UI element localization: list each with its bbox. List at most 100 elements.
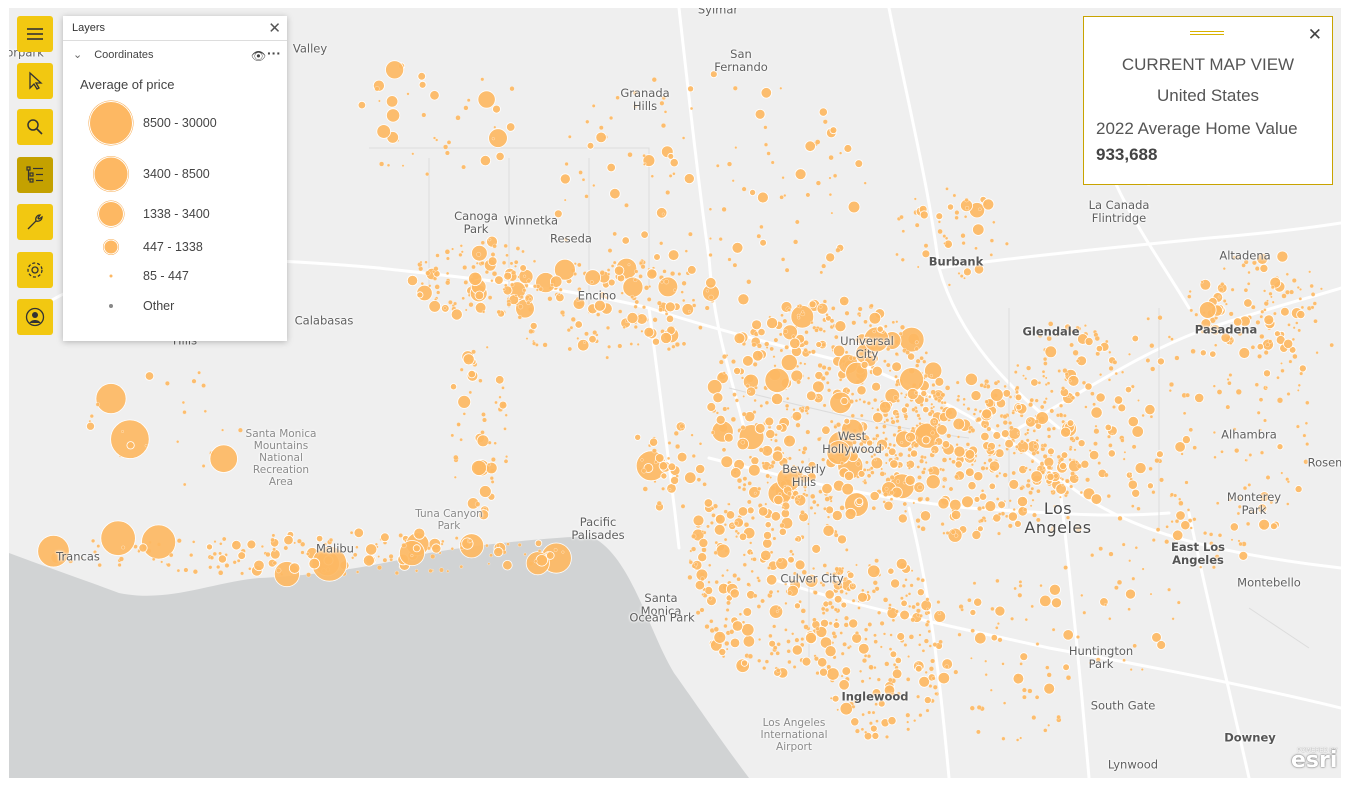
price-bubble[interactable] (992, 513, 1002, 523)
price-bubble[interactable] (670, 271, 676, 277)
price-bubble[interactable] (454, 536, 459, 540)
price-bubble[interactable] (1304, 421, 1309, 425)
price-bubble[interactable] (1125, 588, 1137, 600)
price-bubble[interactable] (950, 509, 962, 521)
price-bubble[interactable] (1310, 305, 1315, 310)
price-bubble[interactable] (784, 582, 788, 586)
price-bubble[interactable] (328, 537, 334, 543)
close-icon[interactable]: ✕ (1307, 25, 1322, 44)
price-bubble[interactable] (774, 438, 778, 443)
price-bubble[interactable] (1309, 283, 1314, 289)
price-bubble[interactable] (236, 558, 241, 563)
price-bubble[interactable] (1095, 392, 1106, 403)
price-bubble[interactable] (799, 408, 805, 413)
price-bubble[interactable] (1256, 343, 1264, 351)
price-bubble[interactable] (1047, 447, 1055, 456)
price-bubble[interactable] (1064, 372, 1069, 377)
price-bubble[interactable] (666, 483, 677, 494)
price-bubble[interactable] (804, 140, 816, 152)
price-bubble[interactable] (493, 546, 504, 558)
price-bubble[interactable] (731, 359, 736, 365)
price-bubble[interactable] (781, 176, 785, 180)
price-bubble[interactable] (723, 537, 728, 542)
price-bubble[interactable] (1019, 486, 1024, 491)
price-bubble[interactable] (653, 460, 658, 465)
price-bubble[interactable] (849, 399, 854, 404)
price-bubble[interactable] (709, 237, 712, 240)
price-bubble[interactable] (889, 497, 894, 501)
price-bubble[interactable] (621, 236, 630, 245)
price-bubble[interactable] (1108, 443, 1113, 448)
price-bubble[interactable] (866, 439, 874, 447)
price-bubble[interactable] (609, 115, 614, 121)
price-bubble[interactable] (271, 533, 276, 538)
price-bubble[interactable] (787, 659, 792, 665)
price-bubble[interactable] (201, 383, 206, 388)
price-bubble[interactable] (985, 466, 989, 471)
price-bubble[interactable] (940, 522, 945, 527)
price-bubble[interactable] (1022, 694, 1027, 700)
price-bubble[interactable] (532, 259, 537, 263)
price-bubble[interactable] (748, 455, 753, 459)
price-bubble[interactable] (1073, 524, 1083, 533)
price-bubble[interactable] (1072, 349, 1079, 356)
price-bubble[interactable] (660, 279, 664, 284)
price-bubble[interactable] (816, 302, 829, 315)
price-bubble[interactable] (963, 267, 972, 277)
price-bubble[interactable] (943, 242, 946, 245)
price-bubble[interactable] (1016, 431, 1020, 435)
price-bubble[interactable] (955, 380, 960, 385)
price-bubble[interactable] (1270, 285, 1275, 290)
price-bubble[interactable] (1075, 475, 1079, 480)
price-bubble[interactable] (632, 103, 638, 109)
price-bubble[interactable] (493, 441, 497, 445)
price-bubble[interactable] (1310, 292, 1316, 297)
price-bubble[interactable] (1062, 368, 1068, 374)
price-bubble[interactable] (824, 370, 830, 376)
price-bubble[interactable] (787, 308, 791, 312)
price-bubble[interactable] (682, 298, 686, 303)
price-bubble[interactable] (800, 510, 805, 515)
price-bubble[interactable] (1110, 432, 1114, 436)
price-bubble[interactable] (994, 448, 1005, 459)
price-bubble[interactable] (1242, 485, 1248, 491)
price-bubble[interactable] (909, 583, 914, 588)
price-bubble[interactable] (1216, 546, 1221, 552)
price-bubble[interactable] (323, 542, 327, 546)
price-bubble[interactable] (871, 688, 882, 698)
price-bubble[interactable] (995, 474, 999, 478)
price-bubble[interactable] (706, 524, 710, 529)
price-bubble[interactable] (487, 440, 492, 445)
price-bubble[interactable] (1065, 675, 1072, 681)
price-bubble[interactable] (689, 106, 694, 111)
price-bubble[interactable] (668, 488, 672, 492)
price-bubble[interactable] (964, 372, 979, 386)
price-bubble[interactable] (855, 563, 858, 567)
price-bubble[interactable] (1068, 458, 1072, 462)
price-bubble[interactable] (798, 448, 801, 452)
price-bubble[interactable] (747, 463, 761, 477)
price-bubble[interactable] (1046, 672, 1052, 678)
price-bubble[interactable] (1286, 502, 1290, 506)
price-bubble[interactable] (820, 606, 826, 612)
price-bubble[interactable] (553, 548, 558, 552)
price-bubble[interactable] (924, 361, 943, 380)
price-bubble[interactable] (909, 449, 919, 458)
price-bubble[interactable] (824, 589, 835, 600)
price-bubble[interactable] (664, 301, 676, 313)
price-bubble[interactable] (1189, 526, 1193, 530)
price-bubble[interactable] (684, 249, 688, 253)
price-bubble[interactable] (805, 632, 818, 645)
price-bubble[interactable] (885, 362, 891, 368)
price-bubble[interactable] (916, 588, 925, 597)
price-bubble[interactable] (388, 553, 394, 559)
price-bubble[interactable] (752, 557, 757, 562)
price-bubble[interactable] (742, 553, 746, 557)
price-bubble[interactable] (1098, 546, 1104, 552)
price-bubble[interactable] (994, 605, 1006, 617)
price-bubble[interactable] (883, 491, 889, 497)
price-bubble[interactable] (1255, 319, 1261, 325)
price-bubble[interactable] (1067, 394, 1071, 398)
price-bubble[interactable] (750, 456, 760, 466)
price-bubble[interactable] (757, 191, 769, 204)
